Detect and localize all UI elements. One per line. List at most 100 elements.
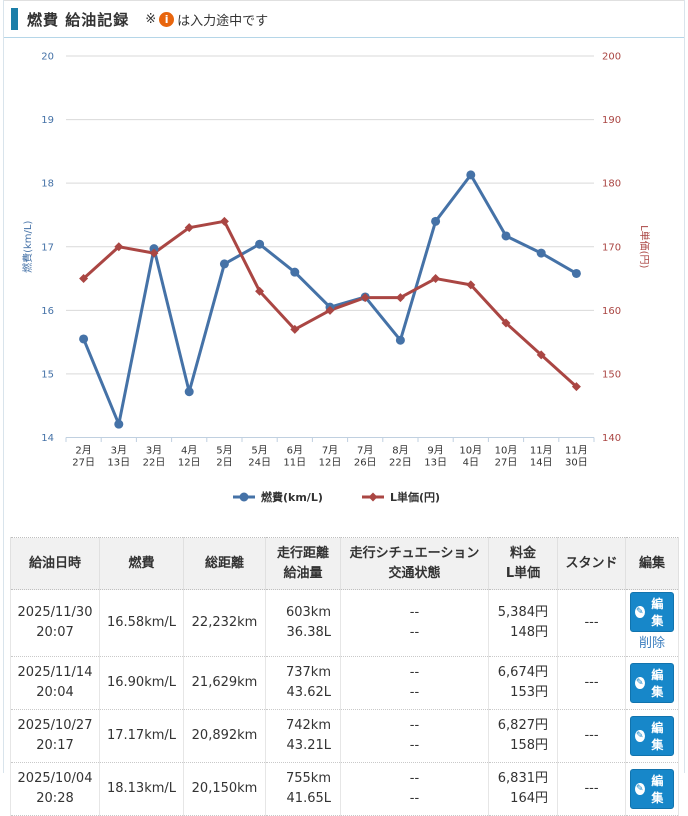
page-title: 燃費 給油記録 [27, 10, 130, 29]
x-axis-label-month: 8月 [392, 445, 408, 457]
data-point-tanka[interactable] [79, 274, 89, 284]
x-axis-label-month: 5月 [216, 445, 232, 457]
x-axis-label-month: 7月 [357, 445, 373, 457]
data-point-nenpi[interactable] [395, 335, 405, 345]
cell-total: 21,629km [183, 656, 266, 710]
data-point-tanka[interactable] [536, 350, 546, 360]
data-point-nenpi[interactable] [290, 267, 300, 277]
cell-dist: 742km 43.21L [265, 709, 341, 763]
data-point-tanka[interactable] [184, 223, 194, 233]
cell-price: 6,831円 164円 [488, 762, 558, 816]
edit-button[interactable]: ✎ 編集 [630, 715, 674, 756]
data-point-tanka[interactable] [325, 305, 335, 315]
cell-line: 2025/10/27 [17, 718, 93, 733]
cell-stand: --- [557, 709, 626, 763]
data-point-tanka[interactable] [431, 274, 441, 284]
data-point-nenpi[interactable] [501, 231, 511, 241]
right-axis-tick-label: 140 [602, 433, 621, 444]
cell-line: 20:07 [36, 624, 74, 640]
data-point-tanka[interactable] [466, 280, 476, 290]
note-prefix: ※ [145, 11, 157, 27]
cell-line: 6,827円 [497, 718, 548, 733]
table-row: 2025/11/14 20:04 16.90km/L 21,629km 737km 43.… [10, 656, 679, 710]
edit-button-label: 編集 [651, 597, 664, 628]
col-header-edit: 編集 [625, 537, 679, 590]
cell-line: 36.38L [286, 624, 331, 640]
cell-line: -- [409, 665, 420, 680]
table-row: 2025/10/27 20:17 17.17km/L 20,892km 742km 43.… [10, 709, 679, 763]
fuel-record-table: 給油日時 燃費 総距離 走行距離 給油量 走行シチュエーション 交通状態 料金 L単価 スタンド編… [10, 537, 679, 816]
pencil-icon: ✎ [635, 729, 645, 742]
data-point-nenpi[interactable] [79, 334, 89, 344]
cell-stand: --- [557, 589, 626, 657]
data-point-tanka[interactable] [290, 324, 300, 334]
cell-line: 737km [285, 665, 331, 680]
cell-line: 21,629km [191, 674, 258, 690]
cell-dist: 755km 41.65L [265, 762, 341, 816]
cell-line: 6,674円 [497, 665, 548, 680]
x-axis-label-month: 9月 [427, 445, 443, 457]
data-point-nenpi[interactable] [431, 216, 441, 226]
edit-button[interactable]: ✎ 編集 [630, 768, 674, 809]
data-point-tanka[interactable] [255, 286, 265, 296]
legend-item-tanka[interactable]: L単価(円) [362, 490, 440, 504]
delete-link[interactable]: 削除 [638, 636, 665, 651]
cell-line: 18.13km/L [106, 780, 177, 796]
cell-line: -- [409, 624, 420, 640]
x-axis-label-day: 22日 [143, 458, 166, 469]
page-border-top [3, 0, 684, 1]
data-point-nenpi[interactable] [219, 259, 229, 269]
series-line-nenpi [82, 173, 578, 426]
cell-edit: ✎ 編集削除 [625, 589, 679, 657]
x-axis-label-day: 2日 [216, 458, 232, 469]
left-axis-tick-label: 14 [41, 433, 54, 444]
cell-line: 43.21L [286, 737, 331, 753]
data-point-nenpi[interactable] [536, 248, 546, 258]
right-axis-tick-label: 200 [602, 52, 621, 63]
cell-situation: -- -- [340, 656, 489, 710]
x-axis-label-month: 11月 [565, 445, 588, 457]
right-axis-tick-label: 150 [602, 369, 621, 380]
data-point-nenpi[interactable] [184, 387, 194, 397]
right-axis-tick-label: 180 [602, 179, 621, 190]
cell-line: 20:28 [36, 790, 74, 806]
note-text: は入力途中です [177, 13, 269, 29]
col-header-dist: 走行距離 給油量 [265, 537, 341, 590]
data-point-tanka[interactable] [114, 242, 124, 252]
data-point-tanka[interactable] [149, 248, 159, 258]
edit-button-label: 編集 [651, 720, 664, 752]
edit-button[interactable]: ✎ 編集 [630, 592, 674, 632]
cell-nenpi: 17.17km/L [99, 709, 184, 763]
x-axis-label-month: 3月 [111, 445, 127, 457]
cell-datetime: 2025/10/04 20:28 [10, 762, 100, 816]
x-axis-label-month: 4月 [181, 445, 197, 457]
cell-total: 20,150km [183, 762, 266, 816]
data-point-tanka[interactable] [360, 293, 370, 303]
data-point-tanka[interactable] [219, 216, 229, 226]
x-axis-label-month: 3月 [146, 445, 162, 457]
title-accent-bar [11, 8, 18, 30]
x-axis-label-day: 11日 [283, 458, 306, 469]
cell-dist: 737km 43.62L [265, 656, 341, 710]
cell-datetime: 2025/10/27 20:17 [10, 709, 100, 763]
data-point-nenpi[interactable] [466, 170, 476, 180]
cell-total: 22,232km [183, 589, 266, 657]
cell-stand: --- [557, 762, 626, 816]
legend-diamond-icon [368, 492, 378, 502]
edit-button[interactable]: ✎ 編集 [630, 662, 674, 703]
x-axis-label-day: 12日 [178, 458, 201, 469]
data-point-tanka[interactable] [501, 318, 511, 328]
data-point-nenpi[interactable] [255, 239, 265, 249]
cell-line: -- [409, 737, 420, 753]
page-border-left [3, 0, 4, 773]
pencil-icon: ✎ [635, 606, 645, 618]
x-axis-label-day: 13日 [107, 458, 130, 469]
data-point-nenpi[interactable] [571, 268, 581, 278]
cell-line: 20,150km [191, 780, 258, 796]
data-point-tanka[interactable] [395, 293, 405, 303]
legend-item-nenpi[interactable]: 燃費(km/L) [233, 490, 323, 504]
cell-edit: ✎ 編集 [625, 762, 679, 816]
right-axis-tick-label: 190 [602, 115, 621, 126]
data-point-nenpi[interactable] [114, 419, 124, 429]
data-point-tanka[interactable] [571, 382, 581, 392]
